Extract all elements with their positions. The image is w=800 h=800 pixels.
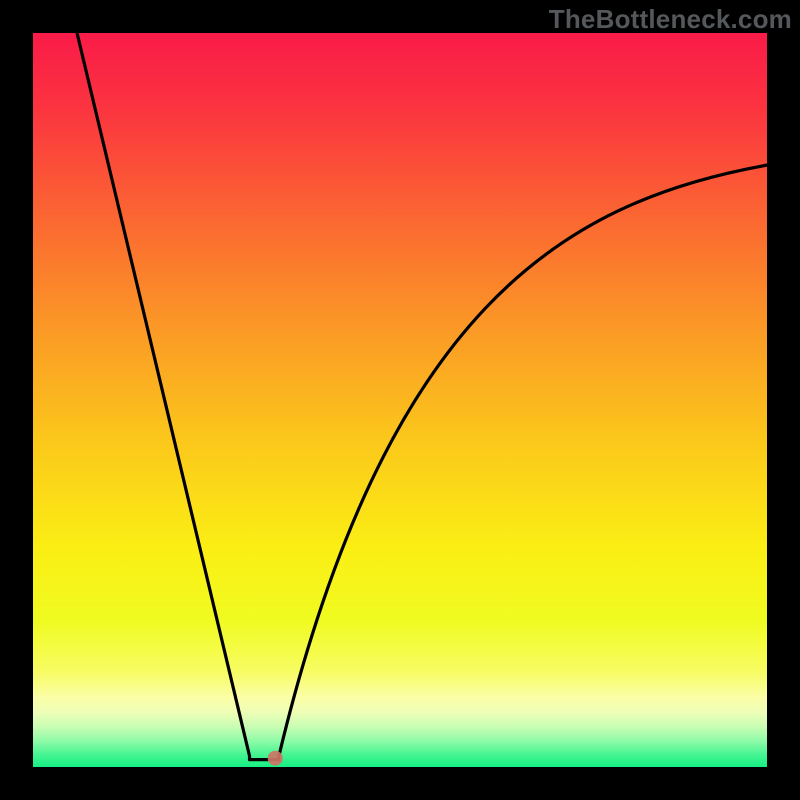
- bottleneck-curve: [33, 33, 767, 767]
- optimal-point-marker: [268, 751, 283, 766]
- plot-area: [33, 33, 767, 767]
- watermark-text: TheBottleneck.com: [549, 4, 792, 35]
- bottleneck-curve-path: [77, 33, 767, 760]
- chart-frame: TheBottleneck.com: [0, 0, 800, 800]
